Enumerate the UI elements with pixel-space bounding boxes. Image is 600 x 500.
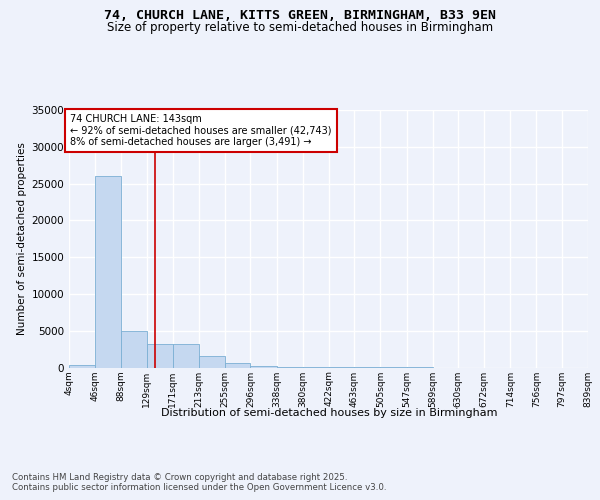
Bar (95, 176, 121, 368)
Text: Size of property relative to semi-detached houses in Birmingham: Size of property relative to semi-detach… (107, 21, 493, 34)
Bar (173, 344, 199, 368)
Text: 74 CHURCH LANE: 143sqm
← 92% of semi-detached houses are smaller (42,743)
8% of : 74 CHURCH LANE: 143sqm ← 92% of semi-det… (70, 114, 332, 147)
Y-axis label: Number of semi-detached properties: Number of semi-detached properties (17, 142, 27, 335)
Bar (199, 356, 225, 368)
Text: Distribution of semi-detached houses by size in Birmingham: Distribution of semi-detached houses by … (161, 408, 497, 418)
Text: 74, CHURCH LANE, KITTS GREEN, BIRMINGHAM, B33 9EN: 74, CHURCH LANE, KITTS GREEN, BIRMINGHAM… (104, 9, 496, 22)
Bar (121, 330, 146, 368)
Bar (225, 363, 250, 368)
Text: Contains HM Land Registry data © Crown copyright and database right 2025.: Contains HM Land Registry data © Crown c… (12, 472, 347, 482)
Bar (69, 364, 95, 368)
Bar (146, 344, 173, 368)
Bar (250, 366, 277, 368)
Text: Contains public sector information licensed under the Open Government Licence v3: Contains public sector information licen… (12, 484, 386, 492)
